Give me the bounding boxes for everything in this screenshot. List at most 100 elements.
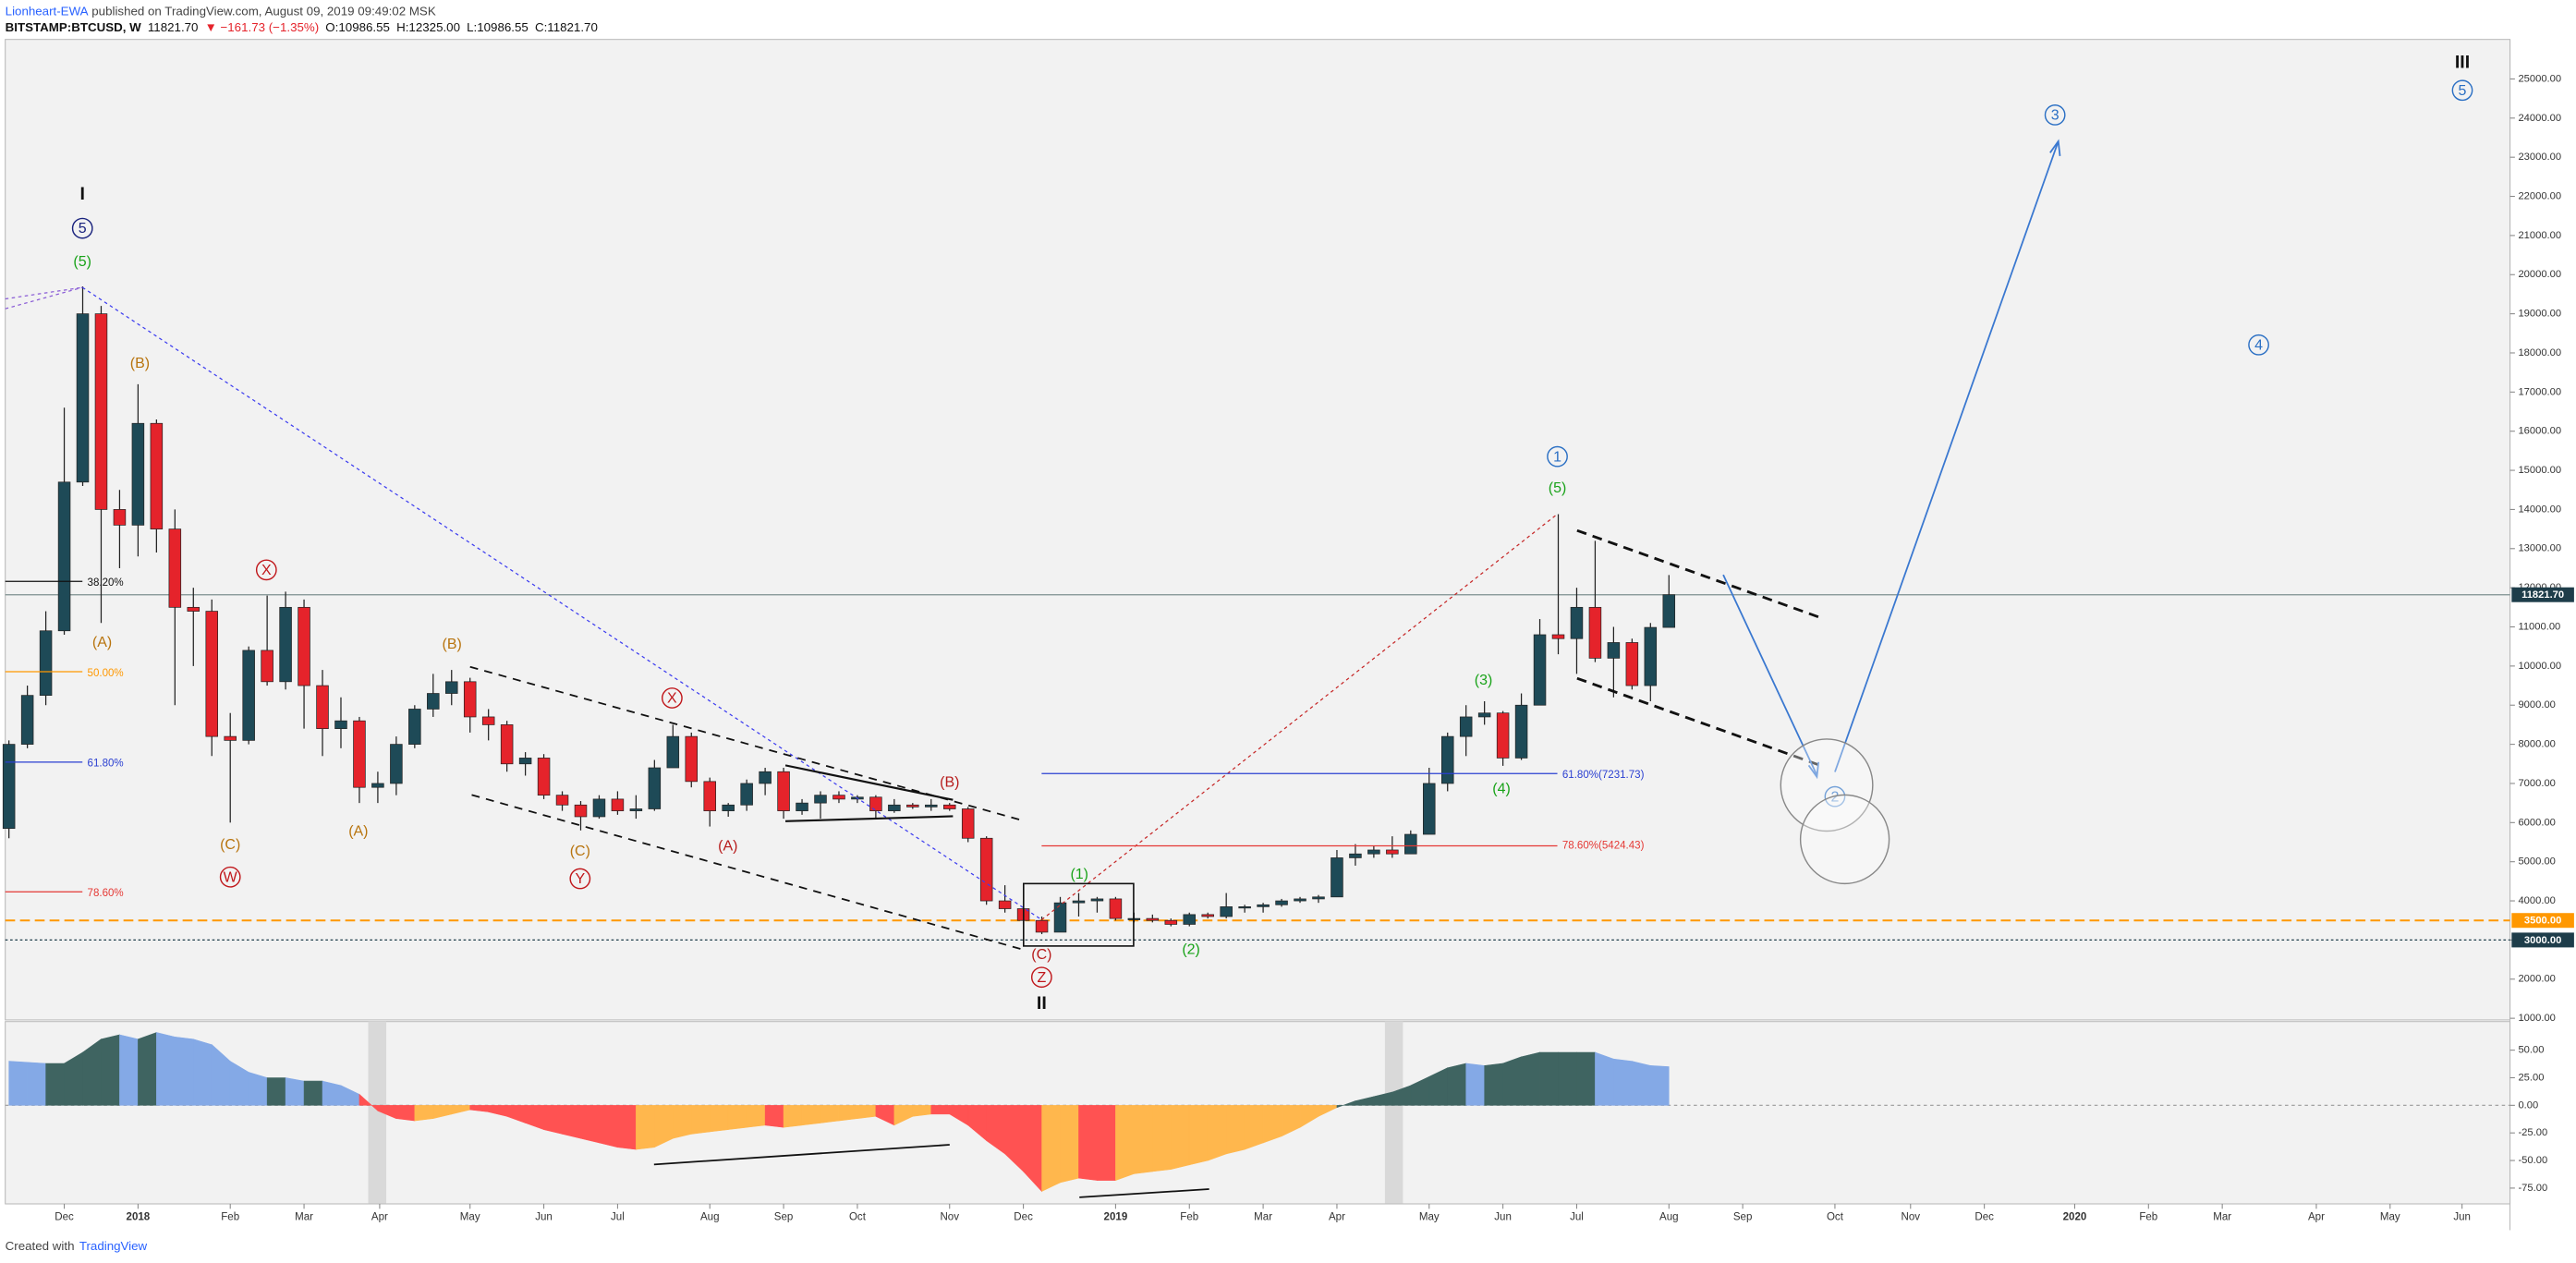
candle-body: [1459, 716, 1473, 737]
candle-body: [814, 795, 827, 804]
oscillator-area: [912, 1105, 932, 1117]
oscillator-area: [1097, 1105, 1116, 1181]
open: O:10986.55: [325, 20, 390, 34]
oscillator-area: [709, 1105, 729, 1133]
header-line-1: Lionheart-EWA published on TradingView.c…: [6, 4, 436, 18]
oscillator-area: [1188, 1105, 1209, 1166]
y-tick-label: 24000.00: [2518, 113, 2561, 124]
low: L:10986.55: [467, 20, 529, 34]
y-tick-label: 18000.00: [2518, 347, 2561, 358]
oscillator-area: [727, 1105, 747, 1130]
x-tick-label: Nov: [940, 1211, 959, 1222]
oscillator-area: [1595, 1051, 1614, 1106]
y-tick-label: 7000.00: [2518, 778, 2555, 789]
candle-body: [1644, 626, 1658, 686]
oscillator-area: [801, 1105, 821, 1126]
oscillator-area: [101, 1034, 120, 1106]
wave-circle: [2451, 79, 2473, 102]
x-tick-label: Apr: [1329, 1211, 1345, 1222]
wave-label: 1: [1553, 449, 1561, 465]
flag-line: [1576, 528, 1821, 619]
candle-body: [261, 650, 273, 683]
y-tick-label: -50.00: [2518, 1155, 2547, 1166]
candle-body: [1404, 833, 1417, 855]
box: [1023, 882, 1135, 947]
x-tick-label: Dec: [55, 1211, 74, 1222]
header-line-2: BITSTAMP:BTCUSD, W 11821.70 ▼ −161.73 (−1.…: [6, 20, 598, 34]
oscillator-area: [119, 1034, 139, 1106]
candle-body: [1294, 898, 1306, 902]
candle-body: [131, 422, 145, 526]
candle-body: [1588, 606, 1602, 659]
candle-body: [1625, 642, 1639, 686]
oscillator-area: [599, 1105, 618, 1148]
candle-body: [537, 758, 551, 796]
last-price: 11821.70: [148, 20, 199, 34]
candle-body: [39, 630, 53, 697]
wave-label: II: [1037, 993, 1047, 1014]
candle-body: [1533, 634, 1547, 706]
x-tick-label: Oct: [1827, 1211, 1844, 1222]
wave-label: 4: [2254, 337, 2263, 353]
candle-body: [942, 804, 956, 809]
candle-body: [334, 720, 347, 730]
candle-body: [1183, 914, 1197, 925]
y-tick-label: 14000.00: [2518, 504, 2561, 515]
close: C:11821.70: [535, 20, 598, 34]
channel-line: [471, 794, 1023, 951]
candle-body: [1257, 904, 1270, 907]
y-tick-label: 19000.00: [2518, 309, 2561, 320]
wave-label: 2: [1831, 789, 1840, 805]
oscillator-area: [1115, 1105, 1135, 1181]
x-tick-label: Feb: [2139, 1211, 2157, 1222]
x-tick-label: May: [460, 1211, 480, 1222]
candle-body: [1349, 853, 1362, 858]
x-tick-label: Dec: [1975, 1211, 1994, 1222]
y-tick-label: 10000.00: [2518, 661, 2561, 672]
oscillator-area: [395, 1105, 416, 1122]
y-tick-label: 15000.00: [2518, 465, 2561, 476]
drawings: [5, 139, 2061, 1198]
oscillator-area: [1060, 1105, 1079, 1184]
oscillator-area: [1134, 1105, 1153, 1174]
oscillator-area: [617, 1105, 637, 1150]
y-tick-label: 0.00: [2518, 1099, 2538, 1111]
y-tick-label: -25.00: [2518, 1127, 2547, 1138]
x-tick-label: 2020: [2063, 1211, 2087, 1222]
candle-body: [592, 798, 606, 818]
oscillator-area: [673, 1105, 692, 1139]
price-label-box: [2511, 913, 2574, 929]
footer-text: Created with: [6, 1239, 75, 1253]
candle-body: [20, 695, 34, 745]
wave-circle: [71, 217, 93, 239]
wave-label: (B): [130, 356, 150, 371]
candle-body: [57, 481, 71, 632]
oscillator-area: [580, 1105, 600, 1144]
x-tick-label: Apr: [2308, 1211, 2325, 1222]
wave-label: (3): [1475, 673, 1493, 688]
candle-body: [463, 681, 477, 718]
oscillator-area: [303, 1080, 323, 1106]
candle-body: [703, 781, 716, 811]
candle-body: [555, 795, 569, 806]
oscillator-area: [838, 1105, 858, 1122]
candle-body: [888, 804, 901, 811]
wave-circle: [1824, 785, 1846, 808]
candle-body: [279, 606, 292, 683]
oscillator-area: [45, 1063, 65, 1106]
fib-label: 61.80%(7231.73): [1562, 770, 1645, 781]
oscillator-area: [562, 1105, 581, 1139]
wave-label: 5: [79, 221, 87, 237]
arrow-head: [2049, 139, 2061, 156]
candle-body: [777, 771, 790, 811]
wave-circle: [2248, 334, 2269, 356]
candle-body: [427, 693, 440, 710]
candle-body: [1312, 896, 1325, 900]
arrow-head: [1807, 761, 1820, 780]
wave-label: I: [79, 184, 84, 204]
candle-body: [1164, 919, 1178, 925]
fib-label: 61.80%: [88, 759, 124, 770]
candle-body: [979, 837, 993, 902]
